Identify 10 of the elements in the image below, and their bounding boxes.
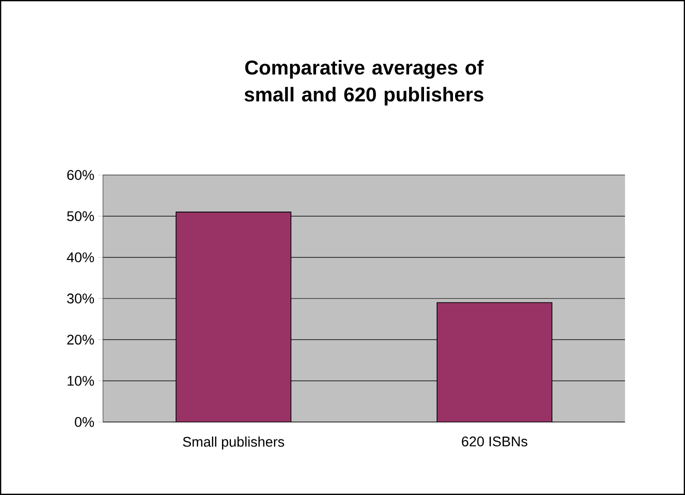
- y-tick-label: 60%: [67, 170, 94, 180]
- y-tick-label: 20%: [67, 334, 94, 345]
- y-tick-label: 30%: [67, 294, 94, 304]
- x-tick-label: 620 ISBNs: [462, 436, 528, 446]
- chart-title: Comparative averages of small and 620 publishers: [244, 60, 484, 106]
- y-tick-label: 10%: [68, 376, 94, 386]
- y-tick-label: 0%: [74, 417, 94, 427]
- y-tick-label: 50%: [67, 211, 94, 222]
- x-tick-label: Small publishers: [182, 436, 284, 450]
- y-tick-label: 40%: [66, 252, 94, 262]
